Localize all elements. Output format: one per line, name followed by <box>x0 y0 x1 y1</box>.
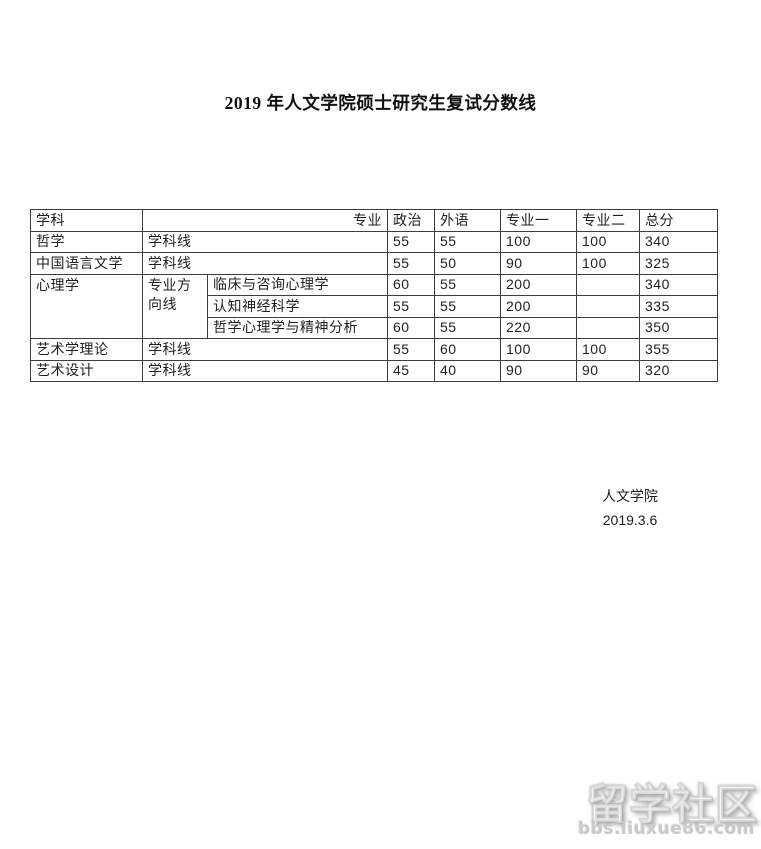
cell-foreign-lang: 40 <box>434 359 501 382</box>
cell-subject: 艺术设计 <box>30 359 143 382</box>
watermark-site-name: 留学社区 <box>585 780 758 830</box>
cell-major1: 90 <box>500 252 577 275</box>
table-header-row: 学科 专业 政治 外语 专业一 专业二 总分 <box>30 209 718 232</box>
signature-organization: 人文学院 <box>602 488 658 504</box>
cell-foreign-lang: 60 <box>434 338 501 361</box>
cell-major2: 100 <box>576 230 640 253</box>
signature-date: 2019.3.6 <box>602 512 658 528</box>
table-row: 哲学 学科线 55 55 100 100 340 <box>30 230 718 253</box>
cell-line-label: 学科线 <box>142 338 388 361</box>
cell-subject: 哲学 <box>30 230 143 253</box>
cell-politics: 60 <box>387 316 435 339</box>
cell-total: 325 <box>639 252 718 275</box>
cell-major1: 200 <box>500 273 577 296</box>
cell-politics: 55 <box>387 252 435 275</box>
cell-direction: 哲学心理学与精神分析 <box>207 316 388 339</box>
cell-foreign-lang: 55 <box>434 295 501 318</box>
cell-politics: 45 <box>387 359 435 382</box>
cell-total: 335 <box>639 295 718 318</box>
cell-major1: 100 <box>500 230 577 253</box>
cell-major1: 200 <box>500 295 577 318</box>
cell-major2 <box>576 295 640 318</box>
cell-subject: 心理学 <box>30 273 143 339</box>
signature-block: 人文学院 2019.3.6 <box>550 484 710 532</box>
header-major1: 专业一 <box>500 209 577 232</box>
cell-major1: 100 <box>500 338 577 361</box>
cell-total: 340 <box>639 230 718 253</box>
cell-total: 350 <box>639 316 718 339</box>
cell-subject: 中国语言文学 <box>30 252 143 275</box>
header-major: 专业 <box>142 209 388 232</box>
cell-major2: 100 <box>576 338 640 361</box>
cell-line-label: 学科线 <box>142 230 388 253</box>
cell-foreign-lang: 50 <box>434 252 501 275</box>
table-row: 艺术学理论 学科线 55 60 100 100 355 <box>30 338 718 361</box>
table-row: 心理学 专业方向线 临床与咨询心理学 60 55 200 340 <box>30 273 718 339</box>
page-title: 2019 年人文学院硕士研究生复试分数线 <box>224 93 537 113</box>
header-subject: 学科 <box>30 209 143 232</box>
header-politics: 政治 <box>387 209 435 232</box>
cell-subject: 艺术学理论 <box>30 338 143 361</box>
cell-major2 <box>576 273 640 296</box>
cell-direction: 认知神经科学 <box>207 295 388 318</box>
cell-total: 355 <box>639 338 718 361</box>
cell-foreign-lang: 55 <box>434 273 501 296</box>
cell-line-label: 学科线 <box>142 252 388 275</box>
cell-major2: 90 <box>576 359 640 382</box>
table-row: 哲学心理学与精神分析 60 55 220 350 <box>31 316 718 339</box>
header-major2: 专业二 <box>576 209 640 232</box>
cell-major2 <box>576 316 640 339</box>
cell-politics: 60 <box>387 273 435 296</box>
header-total: 总分 <box>639 209 718 232</box>
table-row: 艺术设计 学科线 45 40 90 90 320 <box>30 359 718 382</box>
cell-foreign-lang: 55 <box>434 316 501 339</box>
cell-politics: 55 <box>387 230 435 253</box>
watermark: 留学社区 bbs.liuxue86.com <box>578 780 758 839</box>
table-row: 认知神经科学 55 55 200 335 <box>31 295 718 318</box>
cell-major2: 100 <box>576 252 640 275</box>
score-table: 学科 专业 政治 外语 专业一 专业二 总分 哲学 学科线 55 55 100 … <box>30 209 718 382</box>
cell-politics: 55 <box>387 295 435 318</box>
cell-line-label: 专业方向线 <box>142 273 208 339</box>
cell-major1: 90 <box>500 359 577 382</box>
cell-total: 340 <box>639 273 718 296</box>
watermark-site-url: bbs.liuxue86.com <box>578 819 755 839</box>
cell-politics: 55 <box>387 338 435 361</box>
table-row: 中国语言文学 学科线 55 50 90 100 325 <box>30 252 718 275</box>
cell-major1: 220 <box>500 316 577 339</box>
cell-total: 320 <box>639 359 718 382</box>
header-foreign-lang: 外语 <box>434 209 501 232</box>
cell-foreign-lang: 55 <box>434 230 501 253</box>
cell-line-label: 学科线 <box>142 359 388 382</box>
cell-direction: 临床与咨询心理学 <box>207 273 388 296</box>
